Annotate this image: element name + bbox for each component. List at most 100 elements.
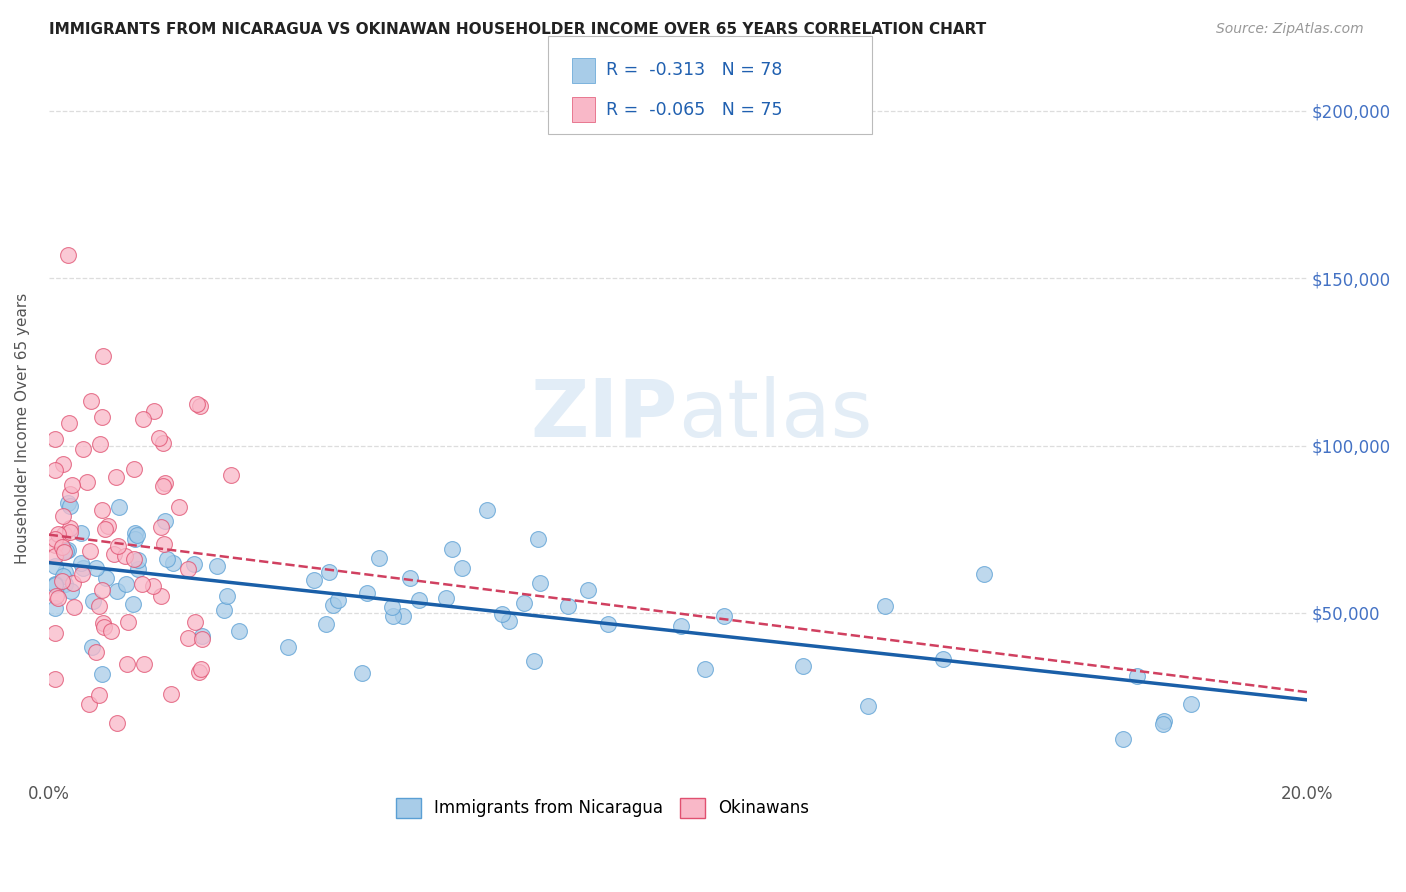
Point — [127, 562, 149, 576]
Point — [60, 477, 83, 491]
Point — [59, 499, 82, 513]
Point — [103, 547, 125, 561]
Point — [187, 665, 209, 679]
Point — [56, 248, 79, 262]
Point — [440, 542, 463, 557]
Point — [56, 496, 79, 510]
Point — [45, 589, 67, 603]
Point — [105, 583, 128, 598]
Point — [44, 672, 66, 686]
Point — [186, 397, 208, 411]
Point — [526, 532, 548, 546]
Point — [381, 599, 404, 614]
Point — [56, 543, 79, 558]
Point — [1152, 717, 1174, 731]
Point — [96, 571, 118, 585]
Point — [53, 545, 76, 559]
Point — [107, 539, 129, 553]
Point — [105, 716, 128, 731]
Point — [713, 608, 735, 623]
Point — [148, 431, 170, 445]
Point — [792, 658, 814, 673]
Point — [93, 620, 115, 634]
Point — [59, 487, 82, 501]
Point — [44, 538, 66, 552]
Point — [79, 543, 101, 558]
Point — [1180, 698, 1202, 712]
Y-axis label: Householder Income Over 65 years: Householder Income Over 65 years — [15, 293, 30, 565]
Point — [58, 416, 80, 430]
Point — [184, 615, 207, 629]
Point — [53, 565, 76, 579]
Point — [44, 432, 66, 446]
Point — [70, 567, 93, 582]
Point — [44, 576, 66, 591]
Point — [498, 614, 520, 628]
Point — [207, 559, 229, 574]
Point — [381, 609, 404, 624]
Point — [44, 626, 66, 640]
Point — [132, 657, 155, 672]
Point — [322, 599, 344, 613]
Point — [576, 582, 599, 597]
Point — [153, 537, 176, 551]
Point — [219, 467, 242, 482]
Point — [973, 567, 995, 582]
Point — [1125, 669, 1147, 683]
Point — [856, 699, 879, 714]
Point — [873, 599, 896, 613]
Point — [131, 577, 153, 591]
Text: Source: ZipAtlas.com: Source: ZipAtlas.com — [1216, 22, 1364, 37]
Point — [100, 624, 122, 638]
Point — [434, 591, 457, 605]
Point — [228, 624, 250, 638]
Point — [52, 457, 75, 471]
Point — [523, 654, 546, 668]
Point — [162, 556, 184, 570]
Point — [114, 549, 136, 563]
Point — [108, 500, 131, 515]
Point — [127, 553, 149, 567]
Point — [328, 593, 350, 607]
Point — [143, 404, 166, 418]
Point — [408, 592, 430, 607]
Point — [318, 565, 340, 579]
Point — [86, 560, 108, 574]
Point — [176, 562, 198, 576]
Point — [529, 576, 551, 591]
Point — [76, 475, 98, 489]
Point — [91, 410, 114, 425]
Point — [183, 557, 205, 571]
Point — [188, 400, 211, 414]
Point — [315, 617, 337, 632]
Point — [62, 575, 84, 590]
Point — [356, 585, 378, 599]
Point — [122, 552, 145, 566]
Point — [59, 525, 82, 540]
Point — [44, 600, 66, 615]
Point — [122, 597, 145, 611]
Point — [368, 550, 391, 565]
Point — [153, 514, 176, 528]
Point — [90, 583, 112, 598]
Text: ZIP: ZIP — [530, 376, 678, 454]
Point — [46, 526, 69, 541]
Point — [82, 594, 104, 608]
Point — [142, 579, 165, 593]
Point — [52, 527, 75, 541]
Point — [63, 599, 86, 614]
Point — [932, 652, 955, 666]
Point — [475, 503, 498, 517]
Point — [97, 519, 120, 533]
Point — [167, 500, 190, 514]
Point — [91, 616, 114, 631]
Point — [89, 599, 111, 613]
Point — [94, 522, 117, 536]
Point — [352, 666, 374, 681]
Point — [671, 619, 693, 633]
Point — [51, 540, 73, 554]
Point — [212, 602, 235, 616]
Legend: Immigrants from Nicaragua, Okinawans: Immigrants from Nicaragua, Okinawans — [389, 791, 815, 825]
Point — [399, 571, 422, 585]
Point — [72, 561, 94, 575]
